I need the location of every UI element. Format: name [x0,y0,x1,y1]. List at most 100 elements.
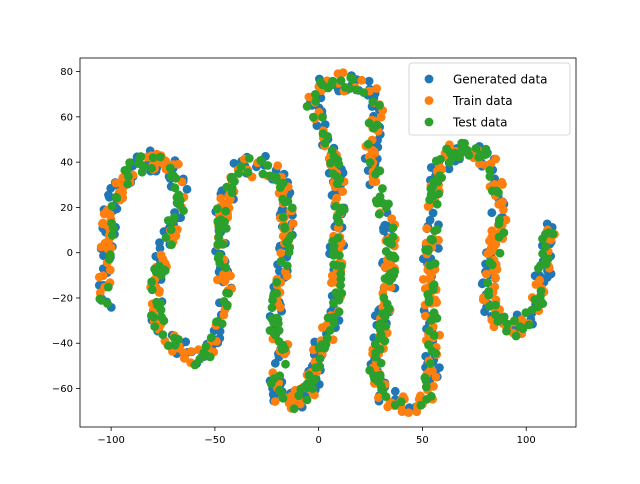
data-point [276,256,286,266]
data-point [280,222,289,232]
data-point [484,287,494,296]
data-point [103,299,112,308]
data-point [304,370,314,380]
data-point [179,353,189,363]
data-point [445,157,455,167]
data-point [267,303,277,313]
data-point [139,162,149,171]
data-point [464,150,474,160]
data-point [429,381,438,391]
legend: Generated data Train data Test data [408,62,571,136]
data-point [541,242,550,252]
data-point [213,240,223,249]
data-point [482,269,491,279]
data-point [320,343,329,353]
data-point [492,186,502,196]
data-point [199,348,209,358]
data-point [221,206,231,216]
data-point [493,317,503,326]
points-layer [94,68,559,417]
data-point [455,152,464,162]
data-point [148,153,158,163]
data-point [234,169,244,178]
data-point [460,139,469,148]
legend-label: Test data [452,116,507,130]
data-point [165,163,175,173]
data-point [364,76,374,86]
data-point [511,331,521,341]
data-point [272,277,282,287]
data-point [155,152,165,162]
data-point [491,273,500,283]
y-axis: −60 −40 −20 0 20 40 60 80 [52,67,80,395]
data-point [536,286,546,296]
data-point [222,300,232,310]
data-point [428,208,438,218]
data-point [334,217,344,227]
data-point [424,340,433,349]
plot-frame [79,57,577,428]
data-point [216,194,226,203]
data-point [155,286,164,296]
data-point [404,408,413,417]
data-point [147,311,156,320]
data-point [182,184,192,194]
data-point [487,226,497,236]
data-point [323,132,332,141]
data-point [186,347,196,356]
data-point [275,303,285,312]
data-point [425,215,435,225]
data-point [424,297,434,307]
data-point [428,235,438,245]
series-test-data [95,73,558,414]
data-point [273,161,283,171]
data-point [272,288,282,298]
data-point [426,391,436,401]
data-point [243,168,253,177]
data-point [103,282,113,292]
data-point [107,230,117,240]
data-point [536,296,546,306]
data-point [421,382,431,392]
data-point [368,97,378,107]
data-point [135,154,144,164]
data-point [485,172,495,181]
data-point [422,224,432,233]
data-point [426,190,436,200]
data-point [311,96,321,106]
data-point [384,304,394,313]
data-point [543,273,552,282]
data-point [269,374,279,383]
x-axis: −100 −50 0 50 100 [97,427,536,446]
data-point [359,88,369,97]
data-point [387,239,396,249]
data-point [216,223,226,233]
data-point [167,240,176,250]
data-point [271,330,280,340]
data-point [487,208,497,218]
data-point [435,163,444,173]
data-point [335,251,344,260]
data-point [179,206,188,216]
data-point [491,154,501,164]
data-point [341,83,350,92]
data-point [151,267,161,277]
data-point [499,228,509,238]
data-point [270,397,280,406]
data-point [170,183,180,193]
data-point [236,162,246,172]
data-point [427,366,437,376]
data-point [221,263,231,272]
data-point [502,326,511,336]
data-point [107,201,117,211]
data-point [428,285,438,294]
data-point [418,275,428,284]
data-point [426,270,436,280]
data-point [226,174,236,184]
data-point [280,344,289,353]
data-point [258,169,268,179]
data-point [357,75,367,85]
data-point [372,120,382,130]
data-point [429,177,439,186]
